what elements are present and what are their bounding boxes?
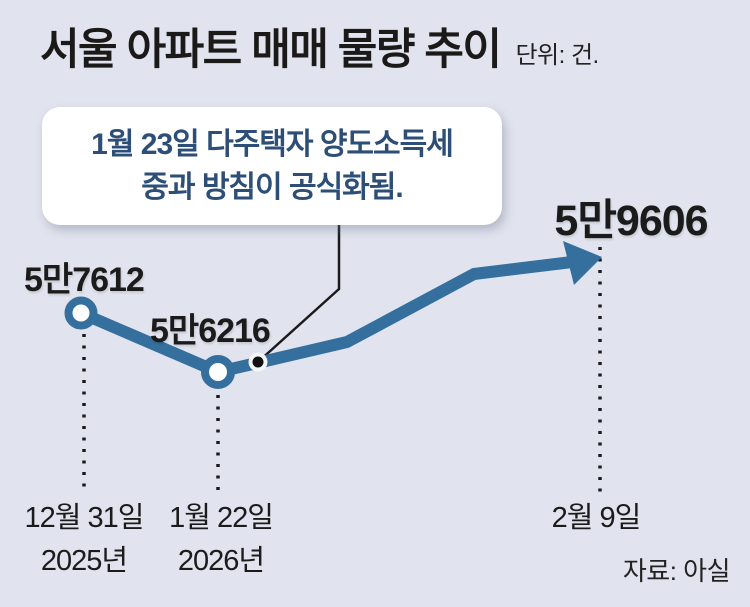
value-label-2: 5만6216 <box>150 312 271 350</box>
source-credit: 자료: 아실 <box>622 556 731 586</box>
x-tick-1-year: 2025년 <box>40 545 128 577</box>
x-tick-2-date: 1월 22일 <box>169 502 274 534</box>
annotation-dot-icon <box>252 356 264 368</box>
x-tick-2: 1월 22일 2026년 <box>169 497 274 583</box>
trend-arrow-head-icon <box>563 241 602 285</box>
annotation-text-line2: 중과 방침이 공식화됨. <box>141 171 403 204</box>
callout-connector-line <box>257 225 341 363</box>
annotation-callout: 1월 23일 다주택자 양도소득세 중과 방침이 공식화됨. <box>42 107 502 225</box>
trend-line <box>78 256 573 378</box>
data-point-2-marker <box>201 355 235 389</box>
x-tick-1-date: 12월 31일 <box>24 502 145 534</box>
value-label-1: 5만7612 <box>24 261 145 299</box>
header: 서울 아파트 매매 물량 추이 단위: 건. <box>40 26 599 74</box>
x-tick-3: 2월 9일 <box>551 497 642 540</box>
x-tick-3-date: 2월 9일 <box>551 502 642 534</box>
annotation-text-line1: 1월 23일 다주택자 양도소득세 <box>91 127 454 161</box>
x-tick-2-year: 2026년 <box>177 545 265 577</box>
data-point-1-marker <box>64 296 98 330</box>
unit-label: 단위: 건. <box>515 42 599 70</box>
value-label-3: 5만9606 <box>554 197 708 245</box>
x-tick-1: 12월 31일 2025년 <box>24 497 145 583</box>
page-title: 서울 아파트 매매 물량 추이 <box>40 26 502 74</box>
